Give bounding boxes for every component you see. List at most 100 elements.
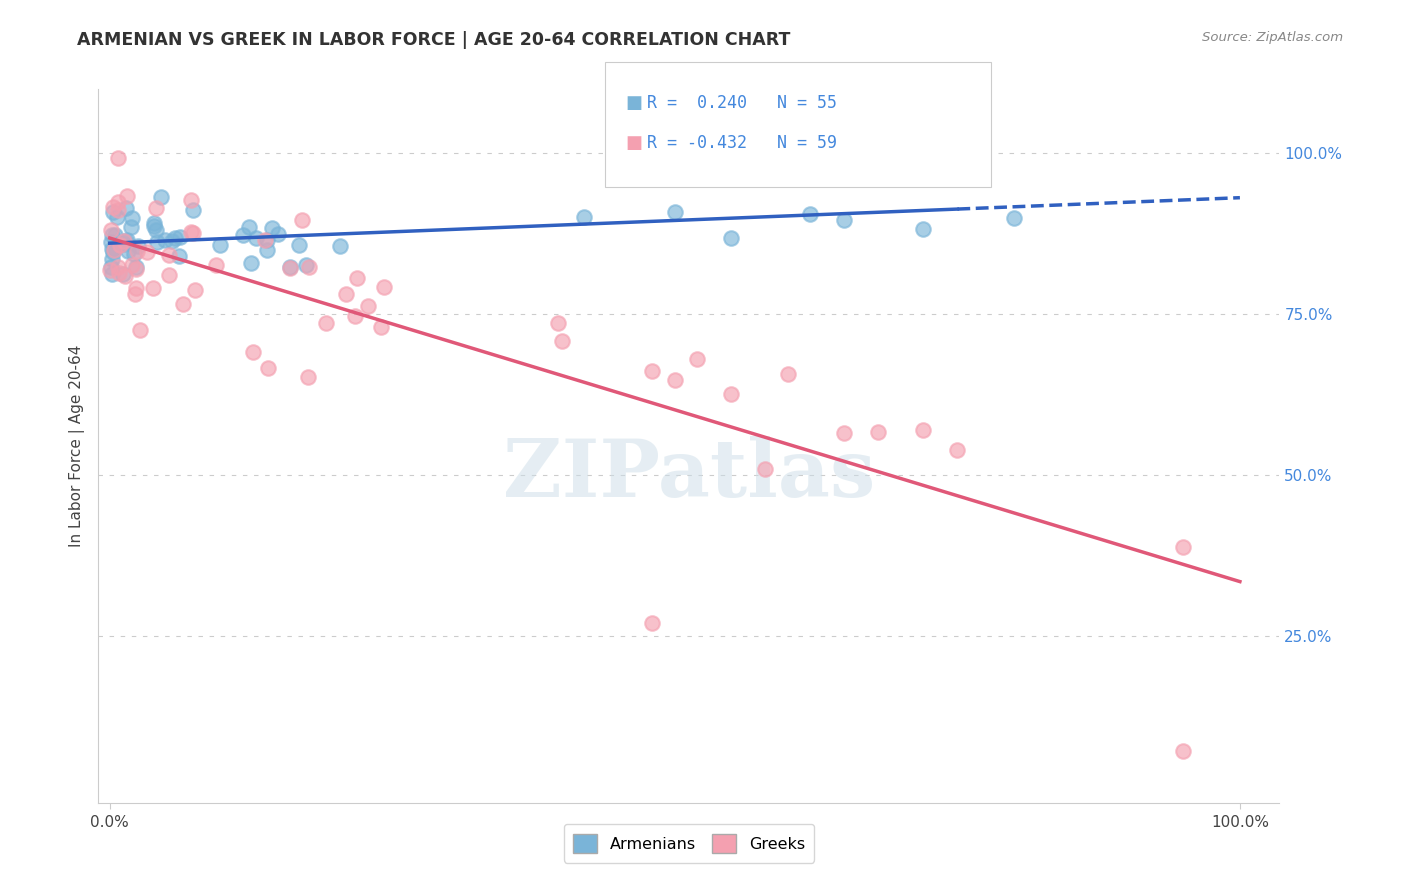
Point (720, 231, 742, 245)
Point (157, 248, 180, 262)
Text: ■: ■ (626, 134, 643, 152)
Point (1002, 211, 1025, 226)
Point (157, 268, 180, 282)
Point (101, 242, 124, 256)
Point (169, 249, 191, 263)
Text: Source: ZipAtlas.com: Source: ZipAtlas.com (1202, 31, 1343, 45)
Point (172, 297, 194, 311)
Text: R =  0.240   N = 55: R = 0.240 N = 55 (647, 94, 837, 112)
Point (346, 271, 368, 285)
Point (135, 245, 157, 260)
Point (107, 152, 129, 166)
Point (115, 234, 138, 248)
Text: ZIPatlas: ZIPatlas (503, 435, 875, 514)
Point (256, 233, 278, 247)
Point (153, 233, 176, 247)
Point (664, 373, 686, 387)
Point (150, 190, 173, 204)
Point (121, 258, 143, 272)
Point (100, 252, 122, 266)
Point (720, 387, 742, 401)
Point (295, 258, 318, 272)
Point (329, 239, 352, 253)
Point (344, 309, 367, 323)
Point (124, 287, 146, 301)
Point (799, 207, 821, 221)
Point (103, 242, 125, 256)
Point (834, 212, 856, 227)
Point (181, 202, 204, 217)
Point (127, 244, 149, 259)
Point (335, 287, 357, 301)
Point (115, 235, 138, 249)
Point (117, 244, 139, 258)
Point (868, 425, 890, 439)
Point (288, 238, 311, 252)
Point (112, 237, 135, 252)
Point (107, 266, 129, 280)
Point (242, 344, 264, 359)
Point (145, 202, 167, 216)
Point (641, 364, 664, 378)
Point (260, 220, 283, 235)
Point (373, 279, 395, 293)
Point (180, 225, 202, 239)
Point (122, 247, 145, 261)
Point (125, 260, 148, 274)
Point (256, 361, 278, 376)
Point (754, 461, 776, 475)
Point (208, 238, 231, 252)
Point (114, 268, 136, 283)
Point (125, 280, 148, 294)
Text: ARMENIAN VS GREEK IN LABOR FORCE | AGE 20-64 CORRELATION CHART: ARMENIAN VS GREEK IN LABOR FORCE | AGE 2… (77, 31, 790, 49)
Point (146, 235, 169, 249)
Point (111, 267, 134, 281)
Point (239, 256, 262, 270)
Point (100, 228, 122, 243)
Y-axis label: In Labor Force | Age 20-64: In Labor Force | Age 20-64 (69, 345, 84, 547)
Point (115, 201, 138, 215)
Point (370, 319, 392, 334)
Point (145, 223, 167, 237)
Point (551, 334, 574, 348)
Point (127, 239, 149, 253)
Point (160, 234, 183, 248)
Point (912, 221, 935, 235)
Point (254, 233, 277, 247)
Point (104, 238, 127, 252)
Point (107, 260, 129, 274)
Point (278, 260, 301, 275)
Point (184, 283, 207, 297)
Point (890, 146, 912, 161)
Point (641, 615, 664, 630)
Point (232, 228, 254, 243)
Point (238, 220, 260, 235)
Point (143, 216, 166, 230)
Point (169, 229, 191, 244)
Point (1173, 744, 1195, 758)
Point (100, 223, 122, 237)
Point (115, 189, 138, 203)
Point (107, 194, 129, 209)
Point (297, 370, 319, 384)
Point (912, 423, 935, 437)
Point (267, 227, 290, 241)
Point (946, 443, 969, 458)
Point (98, 262, 121, 277)
Point (143, 219, 166, 233)
Point (256, 243, 278, 257)
Point (101, 267, 124, 281)
Point (834, 426, 856, 441)
Point (120, 220, 142, 235)
Point (124, 262, 146, 277)
Point (357, 299, 380, 313)
Point (205, 258, 228, 272)
Point (664, 205, 686, 219)
Point (101, 205, 124, 219)
Point (686, 351, 709, 366)
Point (121, 211, 143, 225)
Point (103, 244, 125, 258)
Point (104, 228, 127, 243)
Point (112, 235, 135, 249)
Point (100, 260, 122, 274)
